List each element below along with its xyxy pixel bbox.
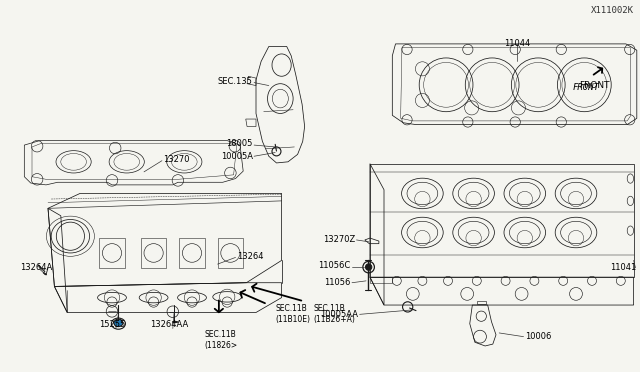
Text: SEC.11B
(11B26+A): SEC.11B (11B26+A)	[314, 304, 355, 324]
Text: FRONT: FRONT	[579, 81, 610, 90]
Text: 10006: 10006	[525, 332, 551, 341]
Text: 15255: 15255	[99, 320, 125, 329]
Text: X111002K: X111002K	[591, 6, 634, 15]
Text: 13264A: 13264A	[20, 263, 52, 272]
Text: SEC.11B
(11B10E): SEC.11B (11B10E)	[275, 304, 310, 324]
Text: 18005: 18005	[227, 139, 253, 148]
Text: 10005A: 10005A	[221, 152, 253, 161]
Text: 13270Z: 13270Z	[323, 235, 355, 244]
Text: 11056: 11056	[324, 278, 351, 287]
Text: 13264: 13264	[237, 252, 263, 261]
Text: SEC.135: SEC.135	[218, 77, 253, 86]
Ellipse shape	[114, 319, 123, 327]
Text: 10005AA: 10005AA	[321, 310, 358, 319]
Text: SEC.11B
(11826>: SEC.11B (11826>	[204, 330, 237, 350]
Text: 13270: 13270	[163, 155, 189, 164]
Text: FRONT: FRONT	[573, 83, 600, 92]
Text: 11041: 11041	[611, 263, 637, 272]
Text: 11056C: 11056C	[319, 262, 351, 270]
Circle shape	[365, 264, 372, 270]
Text: 13264AA: 13264AA	[150, 320, 189, 329]
Text: 11044: 11044	[504, 39, 531, 48]
